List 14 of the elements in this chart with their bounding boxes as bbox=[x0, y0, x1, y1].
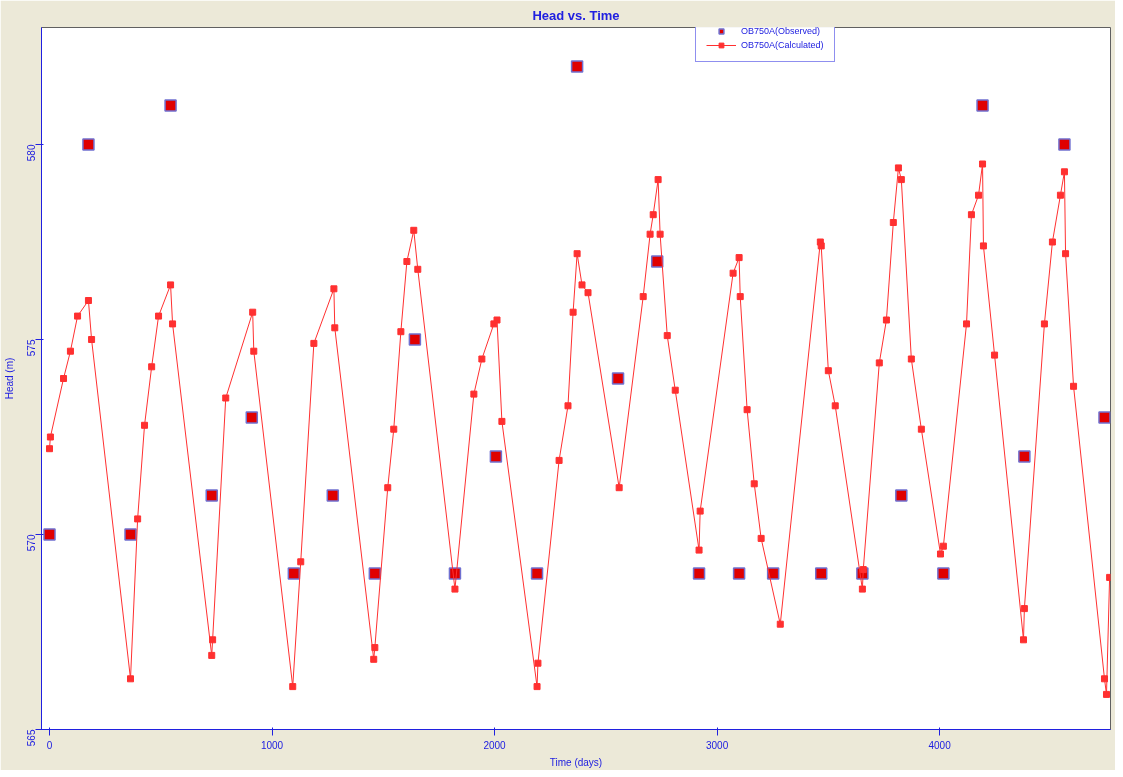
y-tick-label: 570 bbox=[25, 534, 37, 552]
x-tick-label: 0 bbox=[46, 739, 53, 751]
y-tick-label: 565 bbox=[25, 729, 37, 747]
legend-label: OB750A(Calculated) bbox=[741, 39, 824, 51]
x-tick-label: 2000 bbox=[483, 739, 507, 751]
x-axis-title: Time (days) bbox=[549, 756, 603, 768]
x-tick-label: 4000 bbox=[928, 739, 952, 751]
chart-title: Head vs. Time bbox=[532, 7, 620, 23]
x-tick-label: 3000 bbox=[705, 739, 729, 751]
x-tick-label: 1000 bbox=[260, 739, 284, 751]
y-tick-label: 575 bbox=[25, 339, 37, 357]
legend-label: OB750A(Observed) bbox=[741, 26, 821, 37]
y-tick-label: 580 bbox=[25, 144, 37, 162]
y-axis-title: Head (m) bbox=[3, 357, 15, 400]
